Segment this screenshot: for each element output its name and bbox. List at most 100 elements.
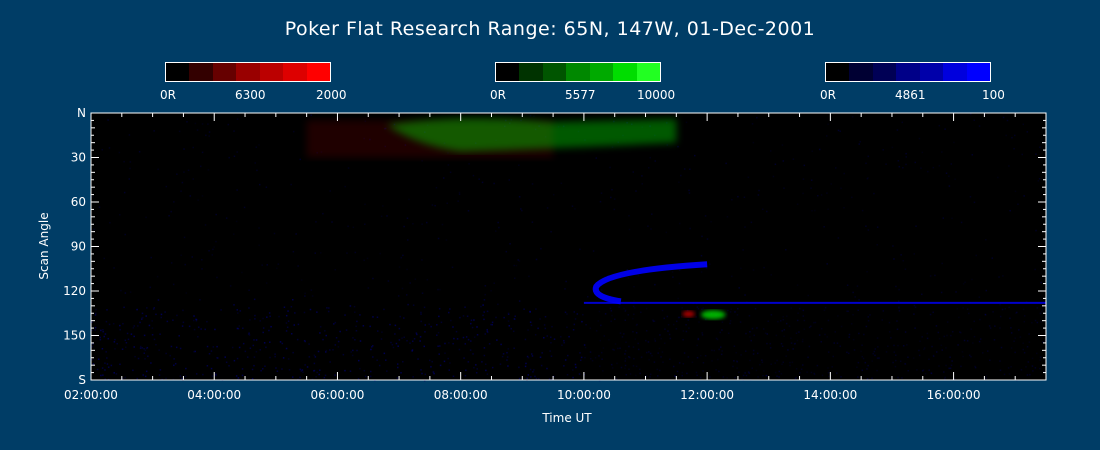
noise-speckle <box>299 368 302 371</box>
noise-speckle <box>419 340 421 342</box>
noise-speckle <box>270 325 272 328</box>
noise-speckle <box>962 283 965 285</box>
noise-speckle <box>119 363 121 366</box>
feature-layer <box>306 118 1046 320</box>
noise-speckle <box>100 374 102 377</box>
noise-speckle <box>742 374 745 377</box>
colorbar-swatch <box>589 63 614 81</box>
noise-speckle <box>971 278 973 281</box>
noise-speckle <box>482 314 484 317</box>
noise-speckle <box>867 320 870 322</box>
noise-speckle <box>658 347 661 350</box>
noise-speckle <box>966 340 969 342</box>
noise-speckle <box>719 346 722 348</box>
noise-speckle <box>676 370 679 373</box>
noise-speckle <box>201 123 204 125</box>
noise-speckle <box>256 169 258 172</box>
noise-speckle <box>136 308 138 311</box>
noise-speckle <box>979 338 982 340</box>
noise-speckle <box>697 337 700 340</box>
noise-speckle <box>354 251 357 254</box>
noise-speckle <box>564 288 566 290</box>
noise-speckle <box>595 330 598 332</box>
noise-speckle <box>484 333 486 335</box>
noise-speckle <box>672 323 675 326</box>
noise-speckle <box>665 231 668 234</box>
noise-speckle <box>695 316 697 318</box>
noise-speckle <box>876 226 879 228</box>
spot-feature <box>682 310 695 317</box>
y-tick-label: 90 <box>71 240 86 254</box>
noise-speckle <box>115 373 118 375</box>
noise-speckle <box>697 338 700 341</box>
noise-speckle <box>860 350 862 353</box>
noise-speckle <box>297 323 300 326</box>
noise-speckle <box>783 328 786 331</box>
noise-speckle <box>687 356 690 358</box>
noise-speckle <box>648 351 650 353</box>
noise-speckle <box>449 171 452 174</box>
noise-speckle <box>325 349 328 352</box>
noise-speckle <box>761 359 763 361</box>
noise-speckle <box>859 140 861 143</box>
noise-speckle <box>661 351 664 353</box>
noise-speckle <box>359 314 361 316</box>
noise-speckle <box>602 347 605 349</box>
colorbar-swatch <box>166 63 190 81</box>
x-tick-label: 06:00:00 <box>310 388 364 402</box>
noise-speckle <box>235 375 238 377</box>
noise-speckle <box>99 336 102 339</box>
noise-speckle <box>143 352 146 355</box>
noise-speckle <box>224 356 226 358</box>
noise-speckle <box>450 319 452 322</box>
noise-speckle <box>114 338 116 341</box>
noise-speckle <box>573 311 576 313</box>
noise-speckle <box>262 317 264 320</box>
noise-speckle <box>273 232 276 235</box>
noise-speckle <box>709 376 711 378</box>
noise-speckle <box>769 347 772 349</box>
noise-speckle <box>372 316 374 318</box>
noise-speckle <box>197 199 199 201</box>
noise-speckle <box>1009 209 1011 212</box>
noise-speckle <box>834 331 837 333</box>
noise-speckle <box>322 338 324 341</box>
noise-speckle <box>612 348 614 351</box>
noise-speckle <box>180 190 182 192</box>
noise-speckle <box>112 322 115 325</box>
noise-speckle <box>309 308 312 311</box>
noise-speckle <box>610 320 612 323</box>
noise-speckle <box>436 324 438 326</box>
blue-arc-feature <box>592 261 708 305</box>
noise-speckle <box>1022 123 1025 126</box>
noise-speckle <box>512 330 515 333</box>
noise-speckle <box>609 307 612 310</box>
noise-speckle <box>628 345 630 348</box>
noise-speckle <box>1008 306 1010 309</box>
noise-speckle <box>997 176 999 179</box>
y-tick-label: 150 <box>63 329 86 343</box>
noise-speckle <box>893 351 896 353</box>
noise-speckle <box>891 146 894 149</box>
noise-speckle <box>93 228 95 231</box>
noise-speckle <box>314 356 317 358</box>
noise-speckle <box>749 336 751 338</box>
noise-speckle <box>836 342 839 344</box>
noise-speckle <box>493 282 495 285</box>
noise-speckle <box>103 257 106 260</box>
noise-speckle <box>785 355 787 357</box>
noise-speckle <box>698 321 700 323</box>
noise-speckle <box>833 342 835 344</box>
noise-speckle <box>564 311 567 314</box>
noise-speckle <box>156 275 159 278</box>
noise-speckle <box>858 332 860 335</box>
noise-speckle <box>633 299 635 302</box>
noise-speckle <box>685 324 687 326</box>
noise-speckle <box>139 345 142 348</box>
noise-speckle <box>467 338 470 341</box>
noise-speckle <box>195 320 198 322</box>
noise-speckle <box>157 299 160 301</box>
noise-speckle <box>206 365 209 367</box>
noise-speckle <box>616 362 618 365</box>
noise-speckle <box>531 221 534 223</box>
